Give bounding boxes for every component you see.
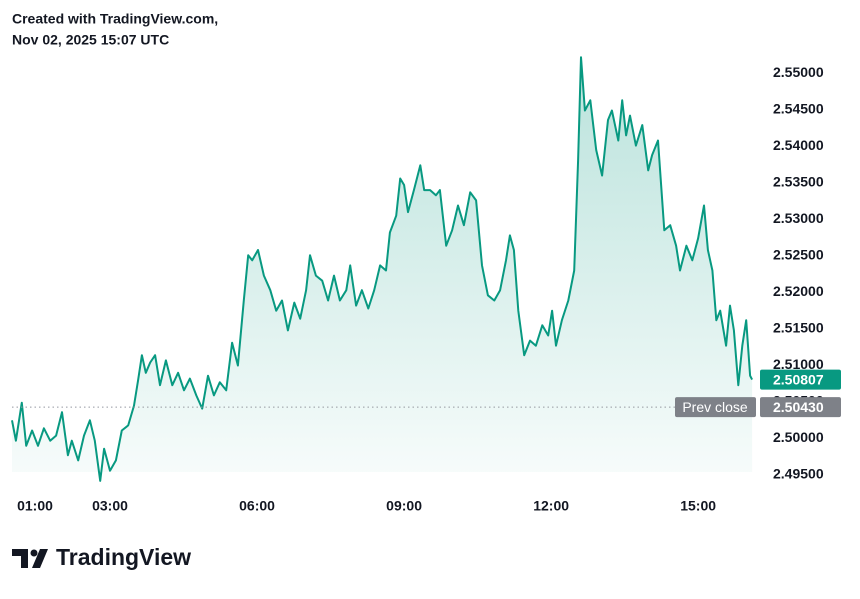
area bbox=[12, 57, 753, 481]
prev-close-label: Prev close bbox=[682, 399, 748, 415]
header-line2: Nov 02, 2025 15:07 UTC bbox=[12, 32, 169, 48]
price-line bbox=[11, 56, 753, 482]
last-price-label: 2.50807 bbox=[773, 371, 824, 387]
x-tick-label: 06:00 bbox=[239, 498, 275, 514]
y-tick-label: 2.51500 bbox=[773, 320, 824, 336]
logo-icon bbox=[32, 549, 48, 568]
prev-close-value: 2.50430 bbox=[773, 399, 824, 415]
y-tick-label: 2.54500 bbox=[773, 100, 824, 116]
x-tick-label: 01:00 bbox=[17, 498, 53, 514]
y-tick-label: 2.53000 bbox=[773, 210, 824, 226]
logo-text: TradingView bbox=[56, 544, 191, 570]
y-tick-label: 2.54000 bbox=[773, 137, 824, 153]
y-tick-label: 2.51000 bbox=[773, 356, 824, 372]
x-tick-label: 03:00 bbox=[92, 498, 128, 514]
logo-icon bbox=[12, 549, 28, 568]
x-tick-label: 09:00 bbox=[386, 498, 422, 514]
header-line1: Created with TradingView.com, bbox=[12, 11, 218, 27]
y-tick-label: 2.50000 bbox=[773, 429, 824, 445]
x-tick-label: 12:00 bbox=[533, 498, 569, 514]
y-tick-label: 2.49500 bbox=[773, 466, 824, 482]
logo-icon bbox=[30, 549, 38, 557]
last-price-badge bbox=[760, 369, 841, 390]
x-tick-label: 15:00 bbox=[680, 498, 716, 514]
prev-close-value-badge bbox=[760, 397, 841, 418]
logo: TradingView bbox=[12, 544, 191, 570]
y-tick-label: 2.52000 bbox=[773, 283, 824, 299]
y-tick-label: 2.55000 bbox=[773, 64, 824, 80]
prev-close-badge bbox=[675, 397, 756, 418]
y-tick-label: 2.53500 bbox=[773, 174, 824, 190]
y-tick-label: 2.52500 bbox=[773, 247, 824, 263]
